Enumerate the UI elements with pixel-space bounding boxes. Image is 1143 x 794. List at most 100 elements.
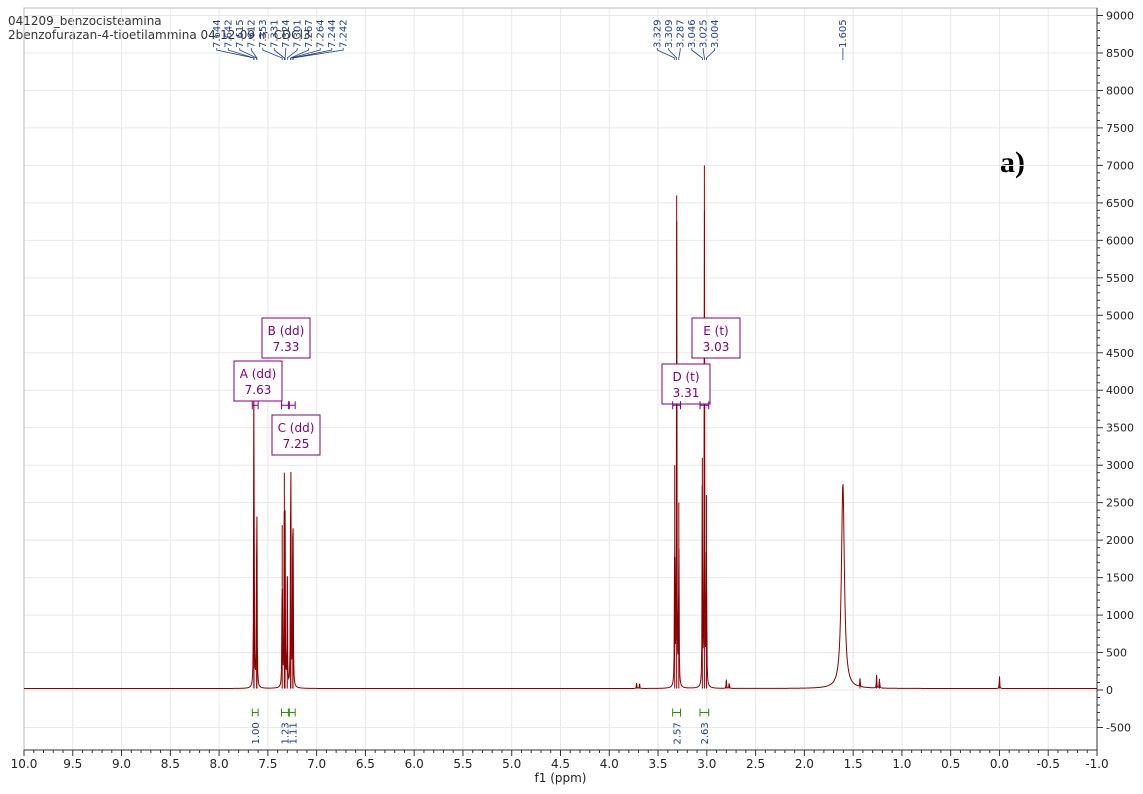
x-axis-label: f1 (ppm) xyxy=(535,771,587,785)
multiplet-annotation: A (dd) 7.63 xyxy=(233,360,283,410)
x-tick-label: 1.5 xyxy=(844,757,863,771)
peak-label-leader xyxy=(250,48,258,60)
y-tick-label: 6500 xyxy=(1106,197,1134,210)
x-tick-label: 6.5 xyxy=(356,757,375,771)
peak-label: 1.605 xyxy=(838,19,849,48)
integral-value: 1.00 xyxy=(251,722,262,744)
y-tick-label: 2000 xyxy=(1106,534,1134,547)
multiplet-label: D (t) xyxy=(672,370,699,384)
peak-label: 3.004 xyxy=(710,19,721,48)
peak-label: 3.025 xyxy=(698,19,709,48)
peak-label: 7.242 xyxy=(338,19,349,48)
peak-labels-aromatic: 7.644 7.642 7.615 7.612 7.353 7.331 7.324 7.301… xyxy=(212,19,349,60)
peak-label-leader xyxy=(227,48,255,60)
peak-label-leader xyxy=(262,48,283,60)
grid-lines xyxy=(23,8,1098,750)
peak-label: 7.644 xyxy=(212,19,223,48)
x-tick-label: 1.0 xyxy=(892,757,911,771)
y-tick-label: 8000 xyxy=(1106,84,1134,97)
peak-label-leader xyxy=(292,48,333,60)
integral-annotation: 1.11 xyxy=(288,708,299,745)
y-tick-label: 8500 xyxy=(1106,47,1134,60)
y-tick-label: 4500 xyxy=(1106,347,1134,360)
x-tick-label: 6.0 xyxy=(405,757,424,771)
peak-label: 7.301 xyxy=(292,19,303,48)
multiplet-annotation: B (dd) 7.33 xyxy=(261,317,311,410)
y-tick-label: 7000 xyxy=(1106,159,1134,172)
x-tick-label: 5.5 xyxy=(453,757,472,771)
peak-label-leader xyxy=(292,48,344,60)
multiplet-shift: 3.03 xyxy=(703,340,730,354)
y-tick-label: 6000 xyxy=(1106,234,1134,247)
multiplet-box xyxy=(661,363,711,405)
peak-label: 7.267 xyxy=(304,19,315,48)
multiplet-label: C (dd) xyxy=(278,421,315,435)
multiplet-label: A (dd) xyxy=(240,367,277,381)
y-tick-label: 1500 xyxy=(1106,572,1134,585)
x-tick-label: 8.5 xyxy=(161,757,180,771)
y-tick-label: 3000 xyxy=(1106,459,1134,472)
integral-annotation: 2.57 xyxy=(672,708,684,745)
x-tick-label: 8.0 xyxy=(210,757,229,771)
multiplet-shift: 7.25 xyxy=(283,437,310,451)
multiplet-shift: 7.33 xyxy=(273,340,300,354)
peak-label: 7.615 xyxy=(235,19,246,48)
multiplet-box xyxy=(271,414,321,456)
x-tick-label: 7.0 xyxy=(307,757,326,771)
x-tick-label: 10.0 xyxy=(11,757,38,771)
integral-value: 2.63 xyxy=(700,722,711,744)
multiplet-annotation: C (dd) 7.25 xyxy=(271,401,321,456)
x-tick-label: 3.5 xyxy=(648,757,667,771)
multiplet-shift: 3.31 xyxy=(673,386,700,400)
peak-label: 7.244 xyxy=(327,19,338,48)
multiplet-box xyxy=(691,317,741,359)
multiplet-label: B (dd) xyxy=(268,324,305,338)
peak-label-leader xyxy=(678,48,681,60)
x-tick-label: 9.0 xyxy=(112,757,131,771)
x-tick-label: -0.5 xyxy=(1037,757,1060,771)
peak-marks xyxy=(253,165,1000,689)
peak-label-leader xyxy=(290,48,321,60)
x-tick-label: 2.5 xyxy=(746,757,765,771)
x-tick-label: 3.0 xyxy=(697,757,716,771)
x-tick-label: 0.5 xyxy=(941,757,960,771)
peak-label-leader xyxy=(702,48,705,60)
integral-annotation: 1.00 xyxy=(251,708,262,745)
peak-label-leader xyxy=(691,48,703,60)
peak-label-leader xyxy=(284,48,287,60)
x-tick-label: 4.5 xyxy=(551,757,570,771)
y-tick-label: 1000 xyxy=(1106,609,1134,622)
y-tick-label: 2500 xyxy=(1106,497,1134,510)
y-tick-label: -500 xyxy=(1106,722,1131,735)
integral-annotation: 2.63 xyxy=(699,708,711,745)
peak-label: 7.264 xyxy=(315,19,326,48)
x-tick-label: 0.0 xyxy=(990,757,1009,771)
multiplet-annotation: D (t) 3.31 xyxy=(661,363,711,410)
peak-label-leader xyxy=(286,48,298,60)
y-tick-label: 7500 xyxy=(1106,122,1134,135)
peak-label: 7.642 xyxy=(223,19,234,48)
sample-name: 041209_benzocisteamina xyxy=(8,14,162,28)
integral-value: 2.57 xyxy=(673,722,684,744)
peak-label: 7.612 xyxy=(246,19,257,48)
sample-description: 2benzofurazan-4-tioetilammina 04-12-09 i… xyxy=(8,28,311,42)
peak-label-leader xyxy=(706,48,716,60)
peak-label-leader xyxy=(273,48,285,60)
integral-value: 1.23 xyxy=(280,722,291,744)
y-tick-label: 9000 xyxy=(1106,9,1134,22)
multiplet-box xyxy=(233,360,283,402)
panel-label: a) xyxy=(1000,146,1025,179)
multiplet-label: E (t) xyxy=(703,324,728,338)
multiplet-annotation: E (t) 3.03 xyxy=(691,317,741,410)
peak-label-leader xyxy=(656,48,676,60)
peak-label: 7.331 xyxy=(269,19,280,48)
y-tick-label: 0 xyxy=(1106,684,1113,697)
x-tick-label: -1.0 xyxy=(1085,757,1108,771)
y-tick-label: 3500 xyxy=(1106,422,1134,435)
x-tick-label: 7.5 xyxy=(258,757,277,771)
x-tick-label: 4.0 xyxy=(600,757,619,771)
peak-labels-aliphatic: 3.329 3.309 3.287 3.046 3.025 3.004 xyxy=(652,19,721,60)
peak-label: 7.353 xyxy=(258,19,269,48)
multiplet-box xyxy=(261,317,311,359)
